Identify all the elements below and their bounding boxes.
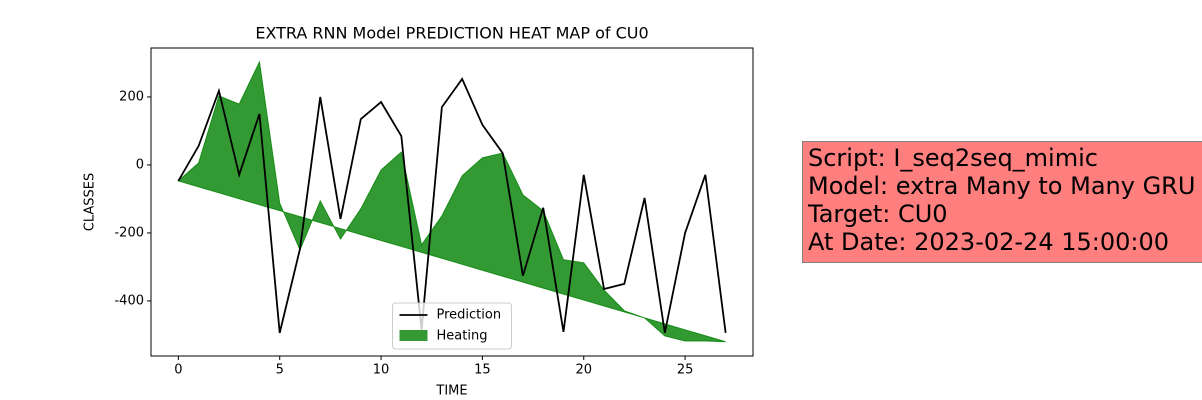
legend: Prediction Heating	[392, 302, 512, 350]
annotation-box	[802, 141, 1202, 263]
x-tick-label: 0	[174, 363, 182, 378]
axes-frame	[150, 47, 754, 357]
annotation-line: Script: I_seq2seq_mimic	[808, 144, 1098, 172]
y-tick-label: -200	[114, 225, 144, 240]
y-tick-label: -400	[114, 293, 144, 308]
legend-label: Prediction	[437, 308, 502, 323]
marks	[177, 60, 727, 343]
annotation-line: At Date: 2023-02-24 15:00:00	[808, 228, 1169, 256]
area	[177, 60, 726, 343]
plot-area	[177, 60, 727, 343]
x-tick-label: 20	[575, 363, 592, 378]
y-axis-label: CLASSES	[83, 173, 98, 231]
x-axis-label: TIME	[435, 384, 467, 399]
line	[177, 77, 727, 334]
x-tick-label: 15	[474, 363, 491, 378]
annotation-line: Target: CU0	[807, 200, 948, 228]
y-tick-label: 0	[136, 157, 144, 172]
annotation-line: Model: extra Many to Many GRU	[808, 172, 1195, 200]
legend-swatch	[399, 330, 428, 341]
y-tick-label: 200	[119, 89, 144, 104]
x-tick-label: 5	[276, 363, 284, 378]
legend-label: Heating	[437, 329, 488, 344]
chart-title: EXTRA RNN Model PREDICTION HEAT MAP of C…	[255, 24, 648, 43]
x-tick-label: 25	[677, 363, 694, 378]
x-tick-label: 10	[373, 363, 390, 378]
